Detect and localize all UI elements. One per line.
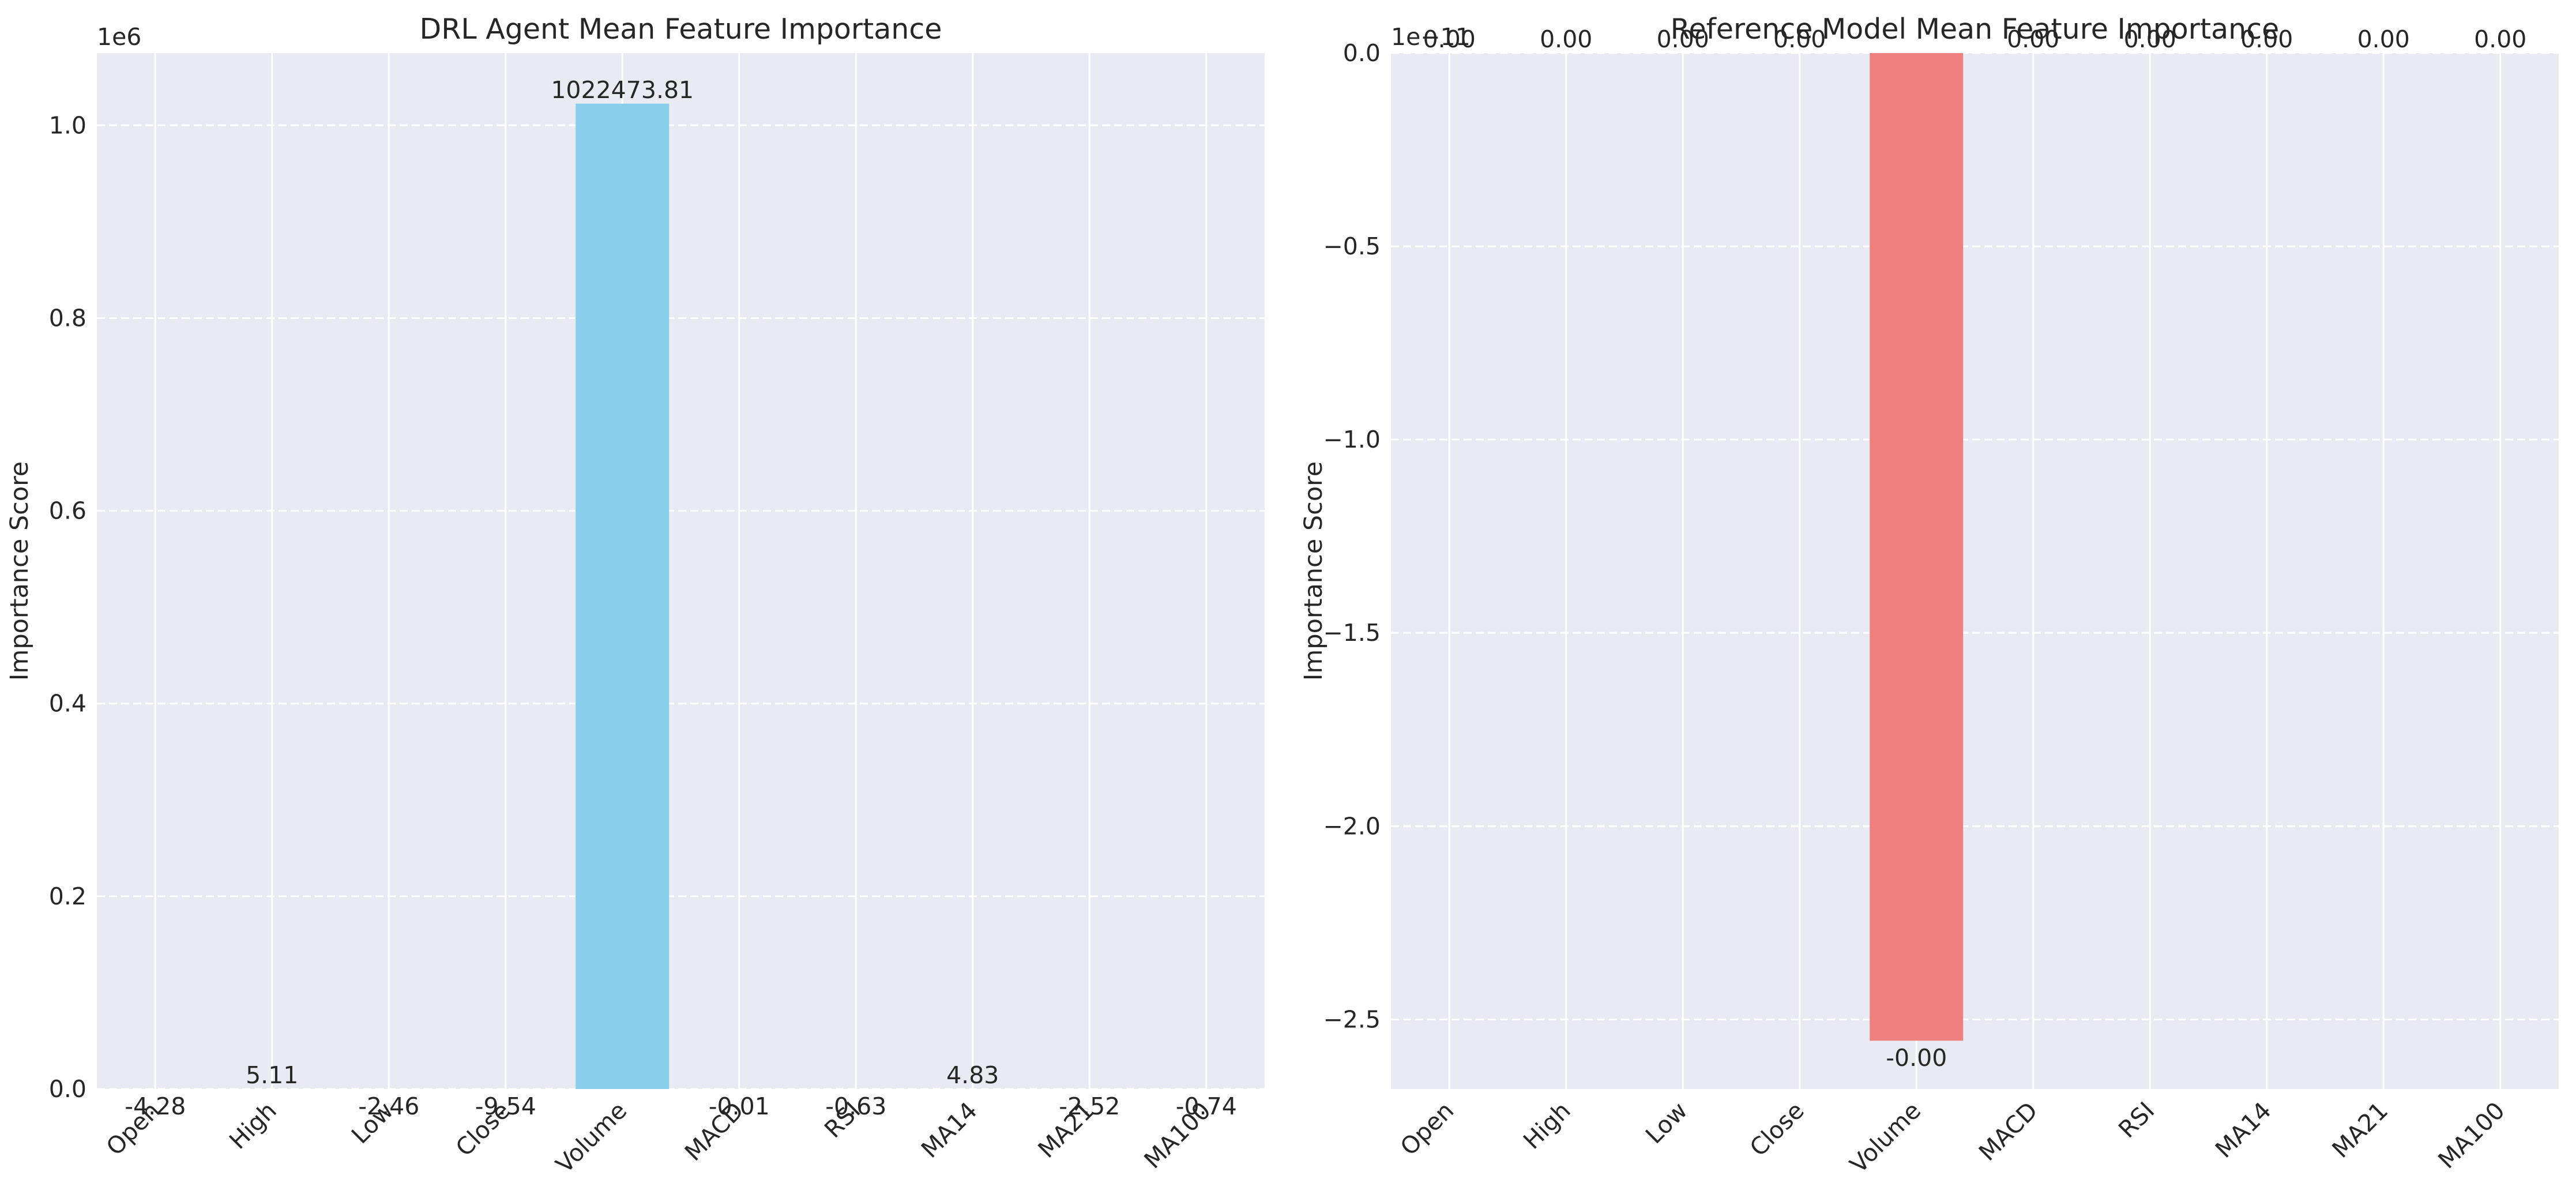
- ref-x-tick-label: MA21: [2327, 1097, 2394, 1163]
- drl-plot-area: [97, 53, 1265, 1089]
- ref-y-tick-label: −2.0: [1323, 812, 1381, 840]
- ref-data-label: 0.00: [1540, 25, 1592, 53]
- drl-y-tick-label: 0.2: [49, 883, 87, 910]
- ref-y-tick-label: −1.5: [1323, 619, 1381, 647]
- ref-data-label: 0.00: [1423, 25, 1476, 53]
- ref-data-label: 0.00: [2124, 25, 2176, 53]
- drl-data-label: -2.46: [358, 1092, 419, 1120]
- drl-chart-title: DRL Agent Mean Feature Importance: [420, 13, 942, 46]
- drl-data-label: 1022473.81: [551, 76, 694, 104]
- drl-y-axis-label: Importance Score: [5, 461, 34, 681]
- drl-axis-offset-text: 1e6: [97, 23, 141, 51]
- ref-data-label: 0.00: [1657, 25, 1709, 53]
- drl-agent-chart: 0.0 0.2 0.4 0.6 0.8 1.0 -4.28 5.11 -2.46 -9.54 102…: [5, 13, 1265, 1178]
- drl-y-tick-label: 1.0: [49, 111, 87, 139]
- ref-x-tick-label: Open: [1395, 1097, 1459, 1161]
- ref-data-label: 0.00: [2007, 25, 2059, 53]
- drl-x-tick-label: High: [224, 1097, 282, 1155]
- ref-y-tick-label: −0.5: [1323, 232, 1381, 260]
- drl-y-tick-label: 0.8: [49, 304, 87, 332]
- ref-x-tick-label: MACD: [1973, 1097, 2043, 1166]
- ref-x-tick-label: RSI: [2113, 1097, 2160, 1143]
- reference-model-chart: 0.0 −0.5 −1.0 −1.5 −2.0 −2.5 0.00 0.00 0.00 0.00 -…: [1299, 13, 2559, 1178]
- ref-data-label: 0.00: [2474, 25, 2526, 53]
- ref-y-tick-label: −1.0: [1323, 426, 1381, 453]
- ref-x-tick-label: MA100: [2433, 1097, 2510, 1174]
- ref-y-tick-label: −2.5: [1323, 1005, 1381, 1033]
- ref-x-tick-label: Volume: [1845, 1097, 1927, 1178]
- ref-data-label: -0.00: [1886, 1044, 1947, 1072]
- drl-data-label: 5.11: [246, 1061, 298, 1089]
- drl-y-tick-label: 0.0: [49, 1075, 87, 1103]
- ref-x-tick-label: High: [1518, 1097, 1576, 1155]
- ref-x-tick-label: Close: [1744, 1097, 1810, 1162]
- ref-x-tick-label: Low: [1640, 1097, 1693, 1149]
- drl-y-tick-label: 0.4: [49, 690, 87, 718]
- drl-x-tick-label: MA14: [916, 1097, 983, 1163]
- ref-x-tick-label: MA14: [2210, 1097, 2277, 1163]
- ref-data-label: 0.00: [2240, 25, 2293, 53]
- ref-bar-volume: [1870, 53, 1964, 1041]
- drl-data-label: -9.54: [475, 1092, 536, 1120]
- drl-data-label: -0.74: [1176, 1092, 1237, 1120]
- ref-data-label: 0.00: [2357, 25, 2410, 53]
- drl-data-label: -0.01: [709, 1092, 770, 1120]
- drl-bar-volume: [576, 103, 670, 1090]
- drl-data-label: -0.63: [825, 1092, 886, 1120]
- ref-chart-title: Reference Model Mean Feature Importance: [1671, 13, 2280, 46]
- ref-axis-offset-text: 1e−11: [1391, 23, 1471, 51]
- ref-y-tick-label: 0.0: [1343, 39, 1381, 67]
- drl-y-tick-label: 0.6: [49, 497, 87, 525]
- drl-data-label: -4.28: [125, 1092, 186, 1120]
- ref-data-label: 0.00: [1773, 25, 1826, 53]
- ref-plot-area: [1391, 53, 2559, 1089]
- drl-data-label: -2.52: [1059, 1092, 1120, 1120]
- ref-y-axis-label: Importance Score: [1299, 461, 1328, 681]
- drl-x-tick-label: Volume: [551, 1097, 633, 1178]
- drl-data-label: 4.83: [946, 1061, 999, 1089]
